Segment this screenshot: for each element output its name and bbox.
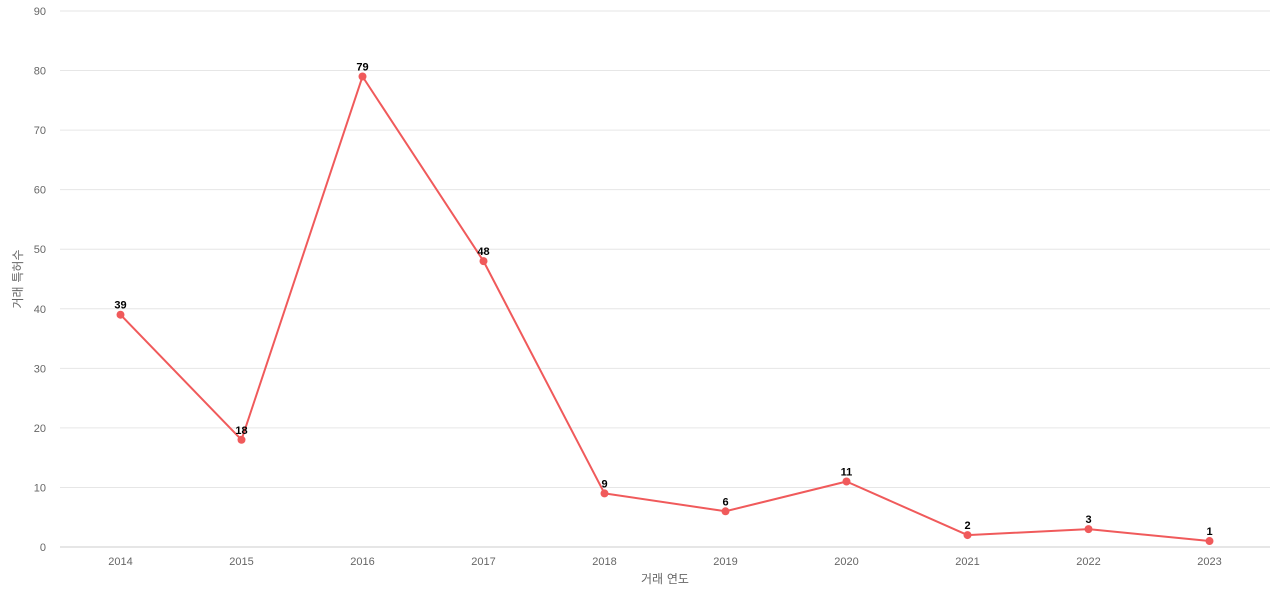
- data-label: 79: [356, 62, 368, 74]
- data-point[interactable]: [963, 531, 972, 540]
- y-tick-label: 20: [34, 423, 46, 435]
- x-tick-label: 2014: [108, 556, 132, 568]
- series-layer: [116, 72, 1214, 546]
- x-tick-label: 2021: [955, 556, 979, 568]
- data-point[interactable]: [1205, 537, 1214, 546]
- y-tick-label: 50: [34, 244, 46, 256]
- data-label: 9: [601, 478, 607, 490]
- y-axis-ticks: 0 10 20 30 40 50 60 70 80 90: [34, 6, 46, 554]
- data-label: 2: [964, 520, 970, 532]
- data-label: 3: [1085, 514, 1091, 526]
- data-label: 6: [722, 496, 728, 508]
- data-label: 18: [235, 425, 247, 437]
- x-tick-label: 2017: [471, 556, 495, 568]
- y-tick-label: 30: [34, 363, 46, 375]
- y-tick-label: 0: [40, 542, 46, 554]
- x-tick-label: 2022: [1076, 556, 1100, 568]
- x-axis-ticks: 2014 2015 2016 2017 2018 2019 2020 2021 2022 2023: [108, 556, 1221, 568]
- data-label: 1: [1206, 526, 1212, 538]
- y-tick-label: 10: [34, 482, 46, 494]
- data-point[interactable]: [1084, 525, 1093, 534]
- data-point[interactable]: [600, 489, 609, 498]
- y-tick-label: 60: [34, 185, 46, 197]
- data-point[interactable]: [116, 310, 125, 319]
- y-tick-label: 90: [34, 6, 46, 18]
- grid-lines: [60, 10, 1270, 488]
- x-tick-label: 2019: [713, 556, 737, 568]
- y-tick-label: 70: [34, 125, 46, 137]
- y-axis-title: 거래 특허수: [11, 249, 25, 308]
- data-point[interactable]: [358, 72, 367, 81]
- data-point[interactable]: [237, 435, 246, 444]
- data-label: 48: [477, 246, 489, 258]
- data-point[interactable]: [842, 477, 851, 486]
- x-tick-label: 2016: [350, 556, 374, 568]
- data-point[interactable]: [721, 507, 730, 516]
- x-axis-title: 거래 연도: [641, 572, 689, 586]
- data-point[interactable]: [479, 257, 488, 266]
- y-tick-label: 80: [34, 66, 46, 78]
- data-labels: 39 18 79 48 9 6 11 2 3 1: [114, 62, 1212, 539]
- x-tick-label: 2023: [1197, 556, 1221, 568]
- x-tick-label: 2020: [834, 556, 858, 568]
- data-label: 11: [841, 466, 853, 478]
- y-tick-label: 40: [34, 304, 46, 316]
- data-label: 39: [114, 300, 126, 312]
- x-tick-label: 2018: [592, 556, 616, 568]
- x-tick-label: 2015: [229, 556, 253, 568]
- series-line: [119, 75, 1210, 543]
